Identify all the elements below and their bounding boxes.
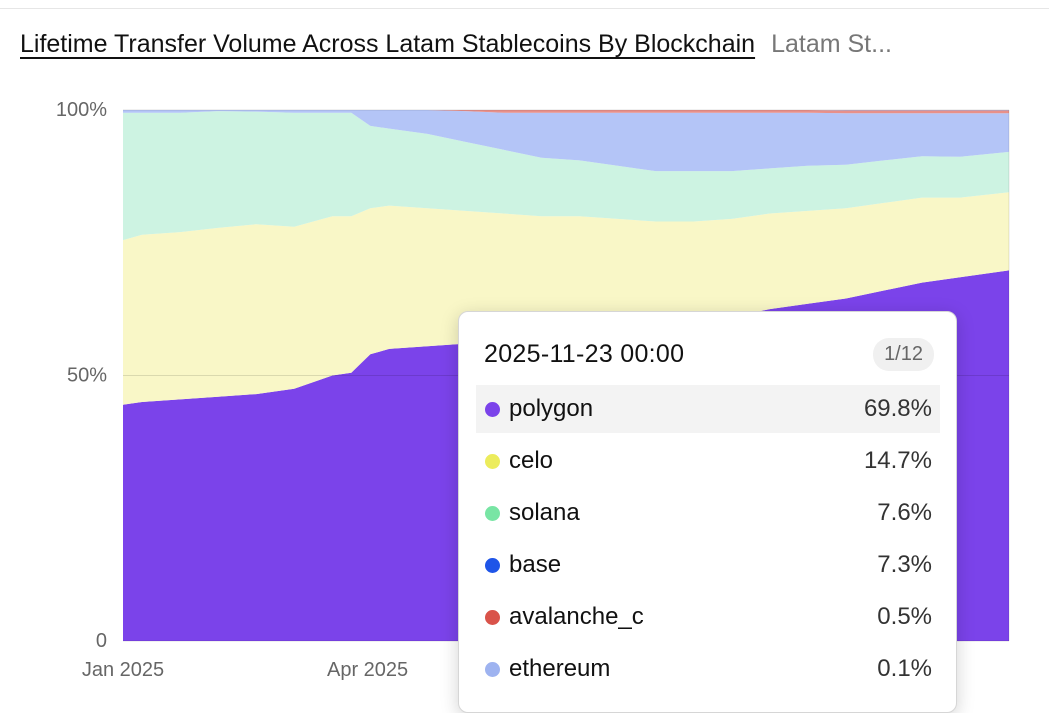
tooltip-row-base: base 7.3% (476, 541, 940, 589)
tooltip-series-value: 0.5% (877, 603, 932, 630)
tooltip-header: 2025-11-23 00:00 1/12 (484, 336, 934, 372)
axes: 100% 50% 0 Jan 2025 Apr 2025 (56, 99, 408, 681)
legend-dot-icon (485, 505, 500, 521)
tooltip-series-value: 69.8% (863, 395, 932, 422)
tooltip-page-indicator[interactable]: 1/12 (873, 337, 934, 371)
tooltip-series-name: base (509, 551, 562, 578)
area-avalanche_c (123, 110, 1009, 114)
area-ethereum (123, 110, 1009, 111)
tooltip-series-name: celo (509, 447, 554, 474)
tooltip-row-celo: celo 14.7% (476, 437, 940, 485)
area-base (123, 110, 1009, 172)
tooltip-series-name: solana (509, 499, 580, 526)
legend-dot-icon (485, 453, 500, 469)
y-tick-label: 50% (67, 365, 107, 387)
legend-dot-icon (485, 661, 500, 677)
chart-tooltip: 2025-11-23 00:00 1/12 polygon 69.8% celo 14… (458, 311, 957, 713)
tooltip-row-ethereum: ethereum 0.1% (476, 645, 940, 693)
tooltip-series-value: 7.3% (877, 551, 932, 578)
tooltip-series-value: 7.6% (877, 499, 932, 526)
x-tick-label: Apr 2025 (327, 659, 408, 681)
tooltip-date: 2025-11-23 00:00 (484, 339, 685, 368)
top-divider (0, 8, 1049, 9)
tooltip-row-avalanche_c: avalanche_c 0.5% (476, 593, 940, 641)
chart-header: Lifetime Transfer Volume Across Latam St… (20, 30, 1035, 66)
y-tick-label: 0 (96, 630, 107, 652)
tooltip-series-name: polygon (509, 395, 594, 422)
tooltip-series-value: 14.7% (863, 447, 932, 474)
x-tick-label: Jan 2025 (82, 659, 164, 681)
legend-dot-icon (485, 401, 500, 417)
tooltip-series-name: ethereum (509, 655, 611, 682)
area-solana (123, 111, 1009, 241)
area-celo (123, 192, 1009, 405)
tooltip-series-value: 0.1% (877, 655, 932, 682)
legend-dot-icon (485, 557, 500, 573)
y-tick-label: 100% (56, 99, 107, 121)
chart-title-link[interactable]: Lifetime Transfer Volume Across Latam St… (20, 30, 756, 58)
tooltip-row-solana: solana 7.6% (476, 489, 940, 537)
legend-dot-icon (485, 609, 500, 625)
tooltip-row-polygon: polygon 69.8% (476, 385, 940, 433)
tooltip-series-name: avalanche_c (509, 603, 644, 630)
